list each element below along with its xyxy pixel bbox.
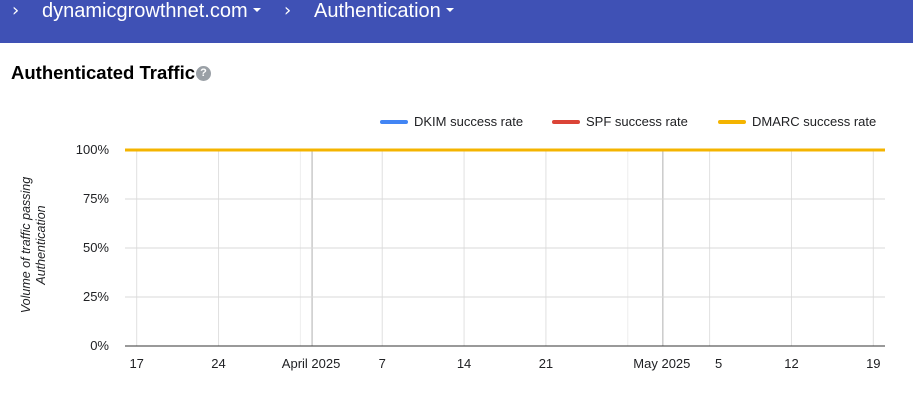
legend-swatch xyxy=(380,119,408,124)
x-tick-label: 12 xyxy=(784,356,798,371)
chevron-right-icon: › xyxy=(12,0,20,21)
section-label: Authentication xyxy=(314,0,441,22)
top-breadcrumb-bar: › dynamicgrowthnet.com › Authentication xyxy=(0,0,913,43)
panel-title-text: Authenticated Traffic xyxy=(11,62,195,83)
x-tick-label: 5 xyxy=(715,356,722,371)
x-tick-label: May 2025 xyxy=(633,356,690,371)
legend-swatch xyxy=(552,119,580,124)
y-tick-label: 75% xyxy=(83,191,109,206)
x-tick-label: 24 xyxy=(211,356,225,371)
x-tick-label: 14 xyxy=(457,356,471,371)
section-selector[interactable]: Authentication xyxy=(314,0,454,22)
legend-label: DKIM success rate xyxy=(414,114,524,129)
help-icon[interactable]: ? xyxy=(196,66,211,81)
caret-down-icon xyxy=(445,7,454,12)
legend-label: DMARC success rate xyxy=(752,114,877,129)
panel-title: Authenticated Traffic? xyxy=(11,62,211,84)
domain-selector[interactable]: dynamicgrowthnet.com xyxy=(42,0,261,22)
legend-item-dkim[interactable]: DKIM success rate xyxy=(380,114,523,130)
y-axis-title-line-2: Authentication xyxy=(34,205,48,285)
x-tick-label: 17 xyxy=(129,356,143,371)
y-axis-title: Volume of traffic passing Authentication xyxy=(14,170,54,320)
legend-swatch xyxy=(718,119,746,124)
legend-label: SPF success rate xyxy=(586,114,688,129)
y-tick-label: 100% xyxy=(76,142,110,157)
y-tick-label: 25% xyxy=(83,289,109,304)
legend-item-dmarc[interactable]: DMARC success rate xyxy=(718,114,876,130)
y-tick-label: 50% xyxy=(83,240,109,255)
x-tick-label: 19 xyxy=(866,356,880,371)
x-tick-label: 21 xyxy=(539,356,553,371)
legend-item-spf[interactable]: SPF success rate xyxy=(552,114,688,130)
x-tick-label: 7 xyxy=(379,356,386,371)
y-axis-title-text: Volume of traffic passing Authentication xyxy=(19,177,49,313)
x-tick-label: April 2025 xyxy=(282,356,341,371)
chevron-right-icon: › xyxy=(284,0,292,21)
domain-label: dynamicgrowthnet.com xyxy=(42,0,248,22)
caret-down-icon xyxy=(252,7,261,12)
y-tick-label: 0% xyxy=(90,338,109,353)
y-axis-title-line-1: Volume of traffic passing xyxy=(19,176,33,314)
